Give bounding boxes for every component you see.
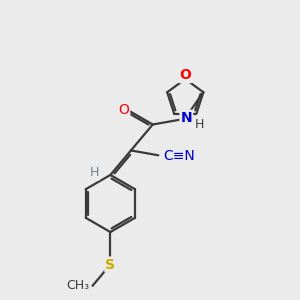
Text: O: O: [118, 103, 129, 117]
Text: H: H: [90, 167, 99, 179]
Text: C≡N: C≡N: [163, 149, 195, 164]
Text: O: O: [179, 68, 191, 82]
Text: H: H: [194, 118, 204, 131]
Text: S: S: [105, 257, 116, 272]
Text: CH₃: CH₃: [66, 279, 89, 292]
Text: N: N: [181, 111, 192, 125]
